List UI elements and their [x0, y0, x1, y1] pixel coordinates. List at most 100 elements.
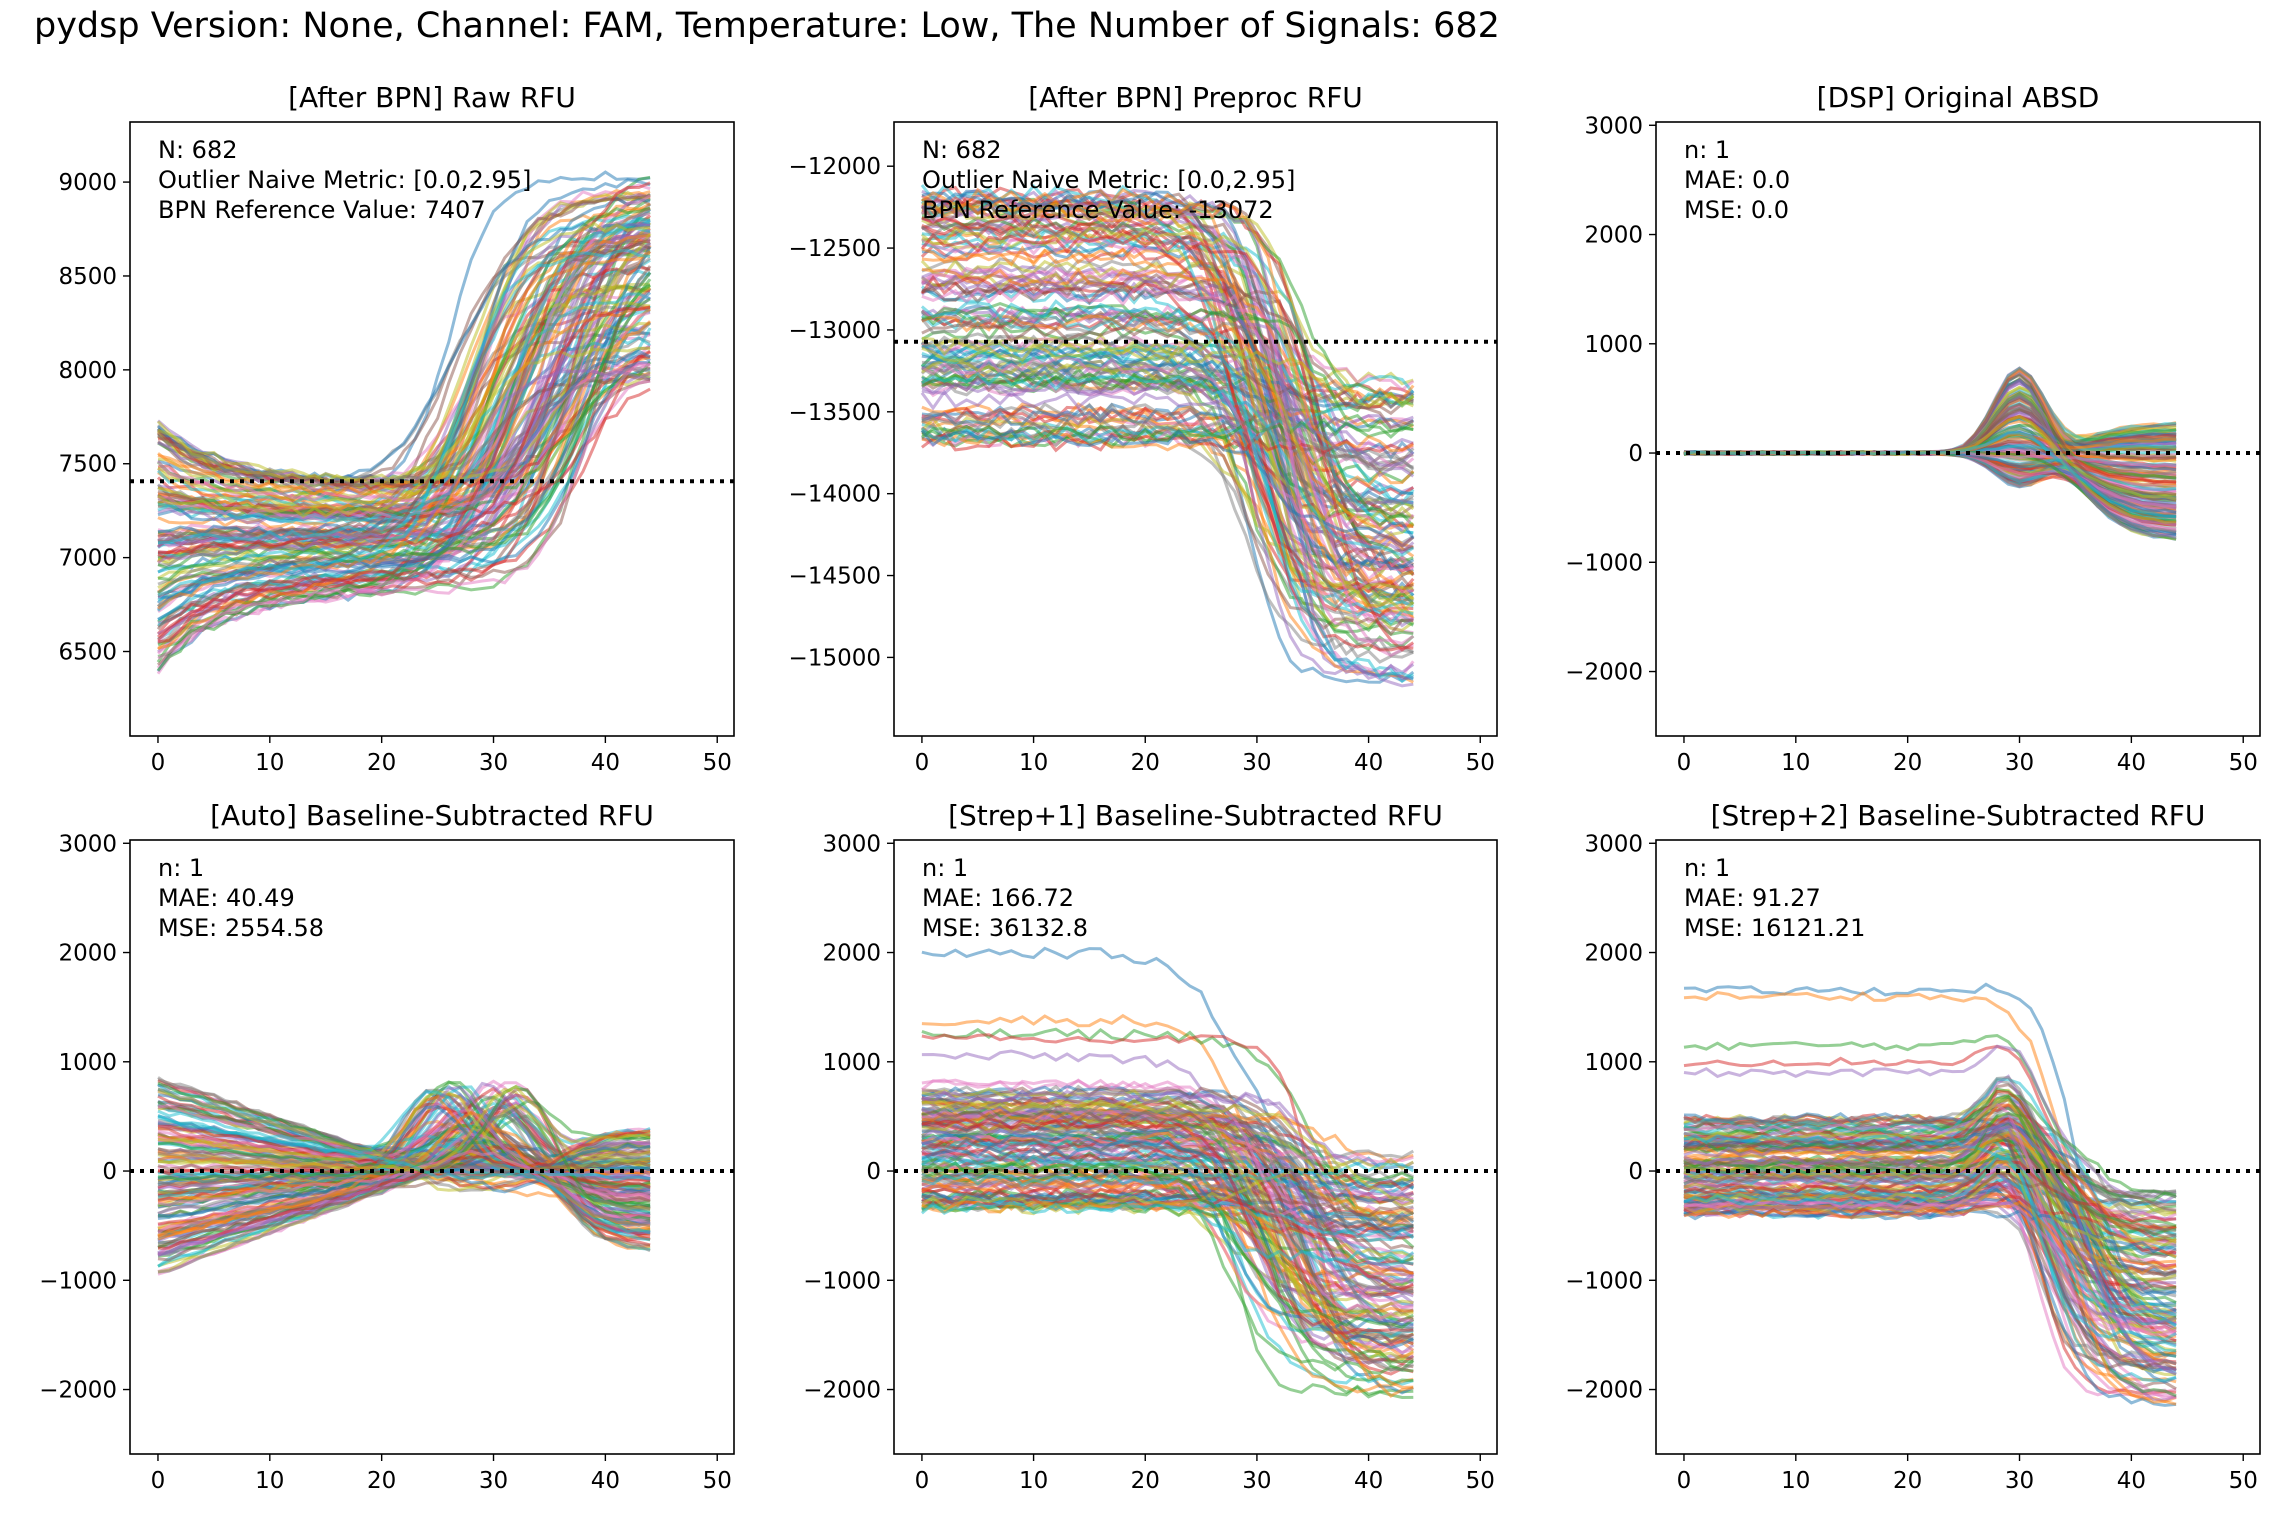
y-tick-label: 7500 — [58, 452, 117, 478]
x-tick-label: 20 — [1893, 750, 1922, 776]
x-tick-label: 10 — [255, 750, 284, 776]
signal-line — [921, 1117, 1414, 1335]
y-tick-label: 1000 — [822, 1050, 881, 1076]
x-tick-label: 30 — [1242, 1468, 1271, 1494]
signal-line — [921, 245, 1414, 684]
annotation-n: N: 682 — [158, 136, 237, 164]
signal-line — [920, 389, 1414, 429]
y-tick-label: −1000 — [39, 1268, 117, 1294]
signal-line — [921, 371, 1415, 557]
x-tick-label: 20 — [367, 750, 396, 776]
annotation-mse: MSE: 16121.21 — [1684, 914, 1865, 942]
signal-line — [921, 267, 1415, 402]
annotation-mse: MSE: 2554.58 — [158, 914, 324, 942]
y-tick-label: 0 — [102, 1159, 117, 1185]
annotation-outlier-naive-metric: Outlier Naive Metric: [0.0,2.95] — [158, 166, 531, 194]
signal-line — [157, 305, 651, 610]
x-tick-label: 50 — [703, 750, 732, 776]
annotation-n: N: 682 — [922, 136, 1001, 164]
y-tick-label: 8500 — [58, 264, 117, 290]
signal-line — [921, 407, 1414, 681]
signal-line — [157, 1081, 651, 1208]
signal-line — [921, 377, 1415, 681]
signal-line — [157, 361, 651, 660]
plot-frame — [893, 121, 1498, 737]
y-tick-label: 3000 — [1584, 113, 1643, 139]
x-tick-label: 40 — [1354, 1468, 1383, 1494]
x-tick-label: 20 — [367, 1468, 396, 1494]
y-tick-label: 3000 — [822, 831, 881, 857]
y-tick-label: −2000 — [1565, 1378, 1643, 1404]
subplot-title: [DSP] Original ABSD — [1817, 81, 2100, 114]
x-tick-label: 50 — [2229, 1468, 2258, 1494]
subplot-title: [Auto] Baseline-Subtracted RFU — [210, 799, 654, 832]
y-tick-label: 2000 — [822, 941, 881, 967]
y-tick-label: −13500 — [789, 400, 881, 426]
x-tick-label: 50 — [1466, 750, 1495, 776]
y-tick-label: 2000 — [58, 941, 117, 967]
signal-line — [1683, 1102, 2177, 1335]
signal-line — [921, 1161, 1415, 1187]
signal-lines — [1683, 982, 2178, 1407]
x-tick-label: 40 — [591, 1468, 620, 1494]
signal-line — [921, 1087, 1414, 1320]
signal-line — [921, 336, 1415, 613]
subplot-title: [After BPN] Raw RFU — [288, 81, 576, 114]
x-tick-label: 50 — [1466, 1468, 1495, 1494]
annotation-n: n: 1 — [1684, 854, 1730, 882]
signal-line — [1683, 1133, 2177, 1372]
annotation-n: n: 1 — [158, 854, 204, 882]
y-tick-label: −14500 — [789, 564, 881, 590]
signal-line — [920, 1078, 1414, 1322]
x-tick-label: 40 — [2117, 1468, 2146, 1494]
x-tick-label: 40 — [2117, 750, 2146, 776]
signal-line — [157, 221, 651, 519]
signal-line — [1683, 1198, 2178, 1337]
x-tick-label: 10 — [1781, 1468, 1810, 1494]
plot-frame — [129, 121, 735, 737]
x-tick-label: 40 — [591, 750, 620, 776]
plot-frame — [129, 839, 735, 1455]
plot-frame — [1655, 839, 2261, 1455]
signal-line — [921, 1090, 1414, 1197]
x-tick-label: 30 — [2005, 750, 2034, 776]
y-tick-label: −15000 — [789, 645, 881, 671]
signal-line — [157, 1113, 651, 1274]
signal-line — [920, 271, 1415, 468]
signal-line — [920, 204, 1415, 570]
signal-line — [1683, 1125, 2177, 1325]
signal-line — [920, 315, 1415, 654]
signal-line — [920, 1201, 1415, 1264]
y-tick-label: 3000 — [1584, 831, 1643, 857]
y-tick-label: 6500 — [58, 640, 117, 666]
x-tick-label: 10 — [1781, 750, 1810, 776]
signal-line — [921, 1078, 1414, 1292]
x-tick-label: 0 — [1677, 750, 1692, 776]
y-tick-label: 7000 — [58, 546, 117, 572]
y-tick-label: −2000 — [1565, 660, 1643, 686]
signal-line — [921, 302, 1414, 439]
annotation-n: n: 1 — [1684, 136, 1730, 164]
signal-line — [157, 297, 651, 581]
signal-line — [1683, 1127, 2177, 1370]
y-tick-label: 2000 — [1584, 941, 1643, 967]
signal-line — [921, 356, 1415, 532]
y-tick-label: −2000 — [39, 1378, 117, 1404]
x-tick-label: 20 — [1131, 1468, 1160, 1494]
signal-line — [921, 191, 1415, 409]
x-tick-label: 50 — [703, 1468, 732, 1494]
subplot-4: 0 10 20 30 40 50 −2000 −1000 0 1000 2000 3000 [Auto]… — [39, 799, 735, 1494]
y-tick-label: −14000 — [789, 482, 881, 508]
annotation-mae: MAE: 40.49 — [158, 884, 295, 912]
x-tick-label: 30 — [2005, 1468, 2034, 1494]
signal-line — [921, 1099, 1414, 1203]
signal-line — [157, 1160, 651, 1262]
y-tick-label: 8000 — [58, 358, 117, 384]
y-tick-label: 1000 — [1584, 332, 1643, 358]
signal-line — [157, 305, 651, 555]
signal-line — [157, 1130, 651, 1250]
x-tick-label: 30 — [479, 1468, 508, 1494]
signal-line — [157, 248, 651, 597]
annotation-mae: MAE: 91.27 — [1684, 884, 1821, 912]
